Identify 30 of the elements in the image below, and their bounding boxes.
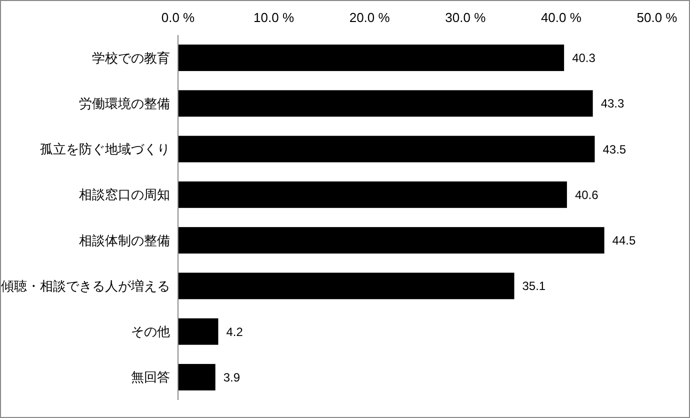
bar [178, 90, 593, 117]
x-tick-label: 40.0 % [540, 10, 582, 25]
data-label: 40.3 [572, 51, 596, 66]
y-tick-label: 学校での教育 [92, 50, 170, 66]
x-tick-label: 50.0 % [636, 10, 678, 25]
y-tick-label: 労働環境の整備 [79, 96, 170, 111]
bar [178, 136, 595, 162]
data-label: 43.5 [602, 142, 626, 156]
x-tick-label: 20.0 % [349, 10, 390, 25]
y-tick-label: 相談体制の整備 [79, 232, 170, 248]
data-label: 35.1 [522, 279, 546, 294]
data-label: 4.2 [226, 324, 244, 339]
y-tick-label: 無回答 [131, 370, 170, 385]
bar [178, 44, 564, 72]
y-tick-label: 傾聴・相談できる人が増える [1, 278, 170, 294]
bar [178, 364, 216, 390]
bar [178, 318, 218, 345]
bar [178, 272, 514, 300]
data-label: 44.5 [612, 234, 636, 248]
data-label: 43.3 [600, 96, 624, 111]
y-tick-label: その他 [131, 324, 170, 340]
bar [178, 227, 604, 254]
x-tick-label: 10.0 % [254, 10, 294, 25]
y-tick-label: 相談窓口の周知 [79, 187, 170, 202]
x-tick-label: 30.0 % [445, 10, 486, 25]
y-tick-label: 孤立を防ぐ地域づくり [40, 142, 170, 157]
x-tick-label: 0.0 % [161, 10, 196, 25]
data-label: 3.9 [223, 370, 240, 384]
bar [178, 181, 567, 208]
data-label: 40.6 [574, 188, 599, 202]
